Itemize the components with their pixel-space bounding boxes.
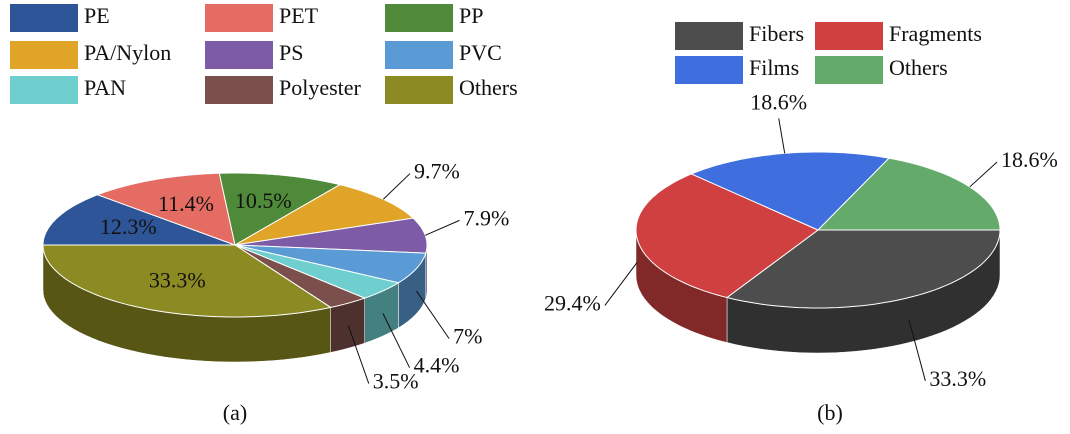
leader-line [604,261,638,306]
data-label: 18.6% [750,89,807,114]
legend-label: Fragments [889,21,982,46]
leader-line [908,319,926,381]
slice [96,172,236,246]
data-label: 12.3% [100,214,157,239]
slice [42,194,236,246]
data-label: 3.5% [373,369,419,394]
caption: (b) [817,400,843,425]
leader-line [382,173,411,200]
legend-swatch [205,4,273,32]
slice [725,229,1001,309]
legend-swatch [10,41,78,69]
leader-line [425,219,460,236]
legend-swatch [385,76,453,104]
data-label: 29.4% [544,290,601,315]
legend-swatch [815,22,883,50]
leader-line [382,313,411,368]
data-label: 4.4% [414,353,460,378]
slice [234,244,427,284]
slice [234,244,400,299]
data-label: 18.6% [1001,147,1058,172]
legend-swatch [10,4,78,32]
leader-line [347,325,370,384]
legend-label: PAN [84,75,126,100]
legend-swatch [205,76,273,104]
data-label: 10.5% [235,188,292,213]
legend-label: Others [459,75,518,100]
data-label: 11.4% [158,191,214,216]
legend-label: PET [279,3,319,28]
legend-swatch [205,41,273,69]
slice [635,173,819,299]
caption: (a) [223,400,247,425]
leader-line [778,118,786,154]
legend-label: PS [279,40,303,65]
data-label: 7% [453,324,482,349]
data-label: 33.3% [929,366,986,391]
leader-line [969,161,998,188]
legend-swatch [675,56,743,84]
slice [234,244,367,308]
legend-label: PVC [459,40,502,65]
leader-line [416,290,450,339]
legend-swatch [385,4,453,32]
legend-swatch [10,76,78,104]
legend-swatch [815,56,883,84]
legend-label: Fibers [749,21,804,46]
legend-label: PA/Nylon [84,40,171,65]
data-label: 7.9% [463,205,509,230]
legend-swatch [675,22,743,50]
legend-swatch [385,41,453,69]
slice [234,184,415,246]
data-label: 9.7% [414,159,460,184]
legend-label: Others [889,55,948,80]
slice [42,244,332,318]
legend-label: Films [749,55,799,80]
slice [816,157,1001,231]
slice [218,172,342,246]
legend-label: PP [459,3,483,28]
legend-label: Polyester [279,75,362,100]
data-label: 33.3% [149,267,206,292]
legend-label: PE [84,3,110,28]
